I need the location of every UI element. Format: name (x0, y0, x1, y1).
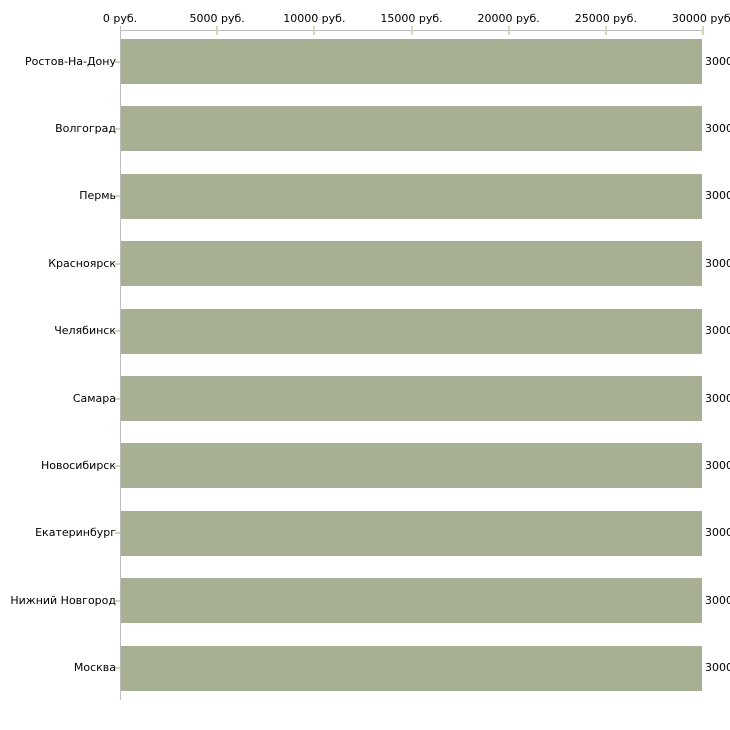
category-label: Москва (73, 661, 116, 675)
bar[interactable] (121, 241, 702, 287)
x-axis-tick-label: 30000 руб. (671, 12, 730, 25)
bar-value-label: 30000 руб. (705, 121, 730, 135)
bar-value-label: 30000 руб. (705, 593, 730, 607)
bar[interactable] (121, 645, 702, 691)
y-axis-tick-mark (115, 667, 120, 670)
y-axis-tick-mark (115, 60, 120, 63)
x-axis-tick-label: 25000 руб. (574, 12, 637, 25)
bar[interactable] (121, 308, 702, 354)
bar-value-label: 30000 руб. (705, 54, 730, 68)
category-label: Екатеринбург (35, 526, 116, 540)
x-axis-tick-mark (410, 26, 413, 35)
x-axis-tick-mark (507, 26, 510, 35)
x-axis-tick-mark (216, 26, 219, 35)
bar[interactable] (121, 39, 702, 84)
x-axis-tick-mark (313, 26, 316, 35)
bar-value-label: 30000 руб. (705, 256, 730, 270)
x-axis-tick-label: 20000 руб. (477, 12, 540, 25)
x-axis-tick-label: 5000 руб. (189, 12, 245, 25)
bar[interactable] (121, 443, 702, 489)
y-axis-line (120, 26, 121, 700)
category-label: Красноярск (48, 256, 116, 270)
bar[interactable] (121, 578, 702, 624)
x-axis-tick-mark (604, 26, 607, 35)
y-axis-tick-mark (115, 397, 120, 400)
category-label: Пермь (79, 189, 116, 203)
y-axis-tick-mark (115, 127, 120, 130)
category-label: Челябинск (54, 324, 116, 338)
y-axis-tick-mark (115, 464, 120, 467)
y-axis-tick-mark (115, 195, 120, 198)
category-label: Новосибирск (40, 458, 116, 472)
y-axis-tick-mark (115, 330, 120, 333)
category-label: Нижний Новгород (10, 593, 116, 607)
category-label: Самара (72, 391, 116, 405)
x-axis-tick-label: 10000 руб. (283, 12, 346, 25)
x-axis-tick-label: 0 руб. (102, 12, 138, 25)
bar[interactable] (121, 106, 702, 152)
bar-value-label: 30000 руб. (705, 391, 730, 405)
bar-value-label: 30000 руб. (705, 189, 730, 203)
bar[interactable] (121, 510, 702, 556)
bar[interactable] (121, 376, 702, 421)
bar[interactable] (121, 173, 702, 219)
bar-value-label: 30000 руб. (705, 458, 730, 472)
x-axis-tick-label: 15000 руб. (380, 12, 443, 25)
y-axis-tick-mark (115, 532, 120, 535)
category-label: Ростов-На-Дону (24, 54, 116, 68)
y-axis-tick-mark (115, 599, 120, 602)
category-label: Волгоград (55, 121, 116, 135)
bar-value-label: 30000 руб. (705, 526, 730, 540)
bar-value-label: 30000 руб. (705, 661, 730, 675)
x-axis-tick-mark (702, 26, 704, 35)
bar-value-label: 30000 руб. (705, 324, 730, 338)
y-axis-tick-mark (115, 262, 120, 265)
